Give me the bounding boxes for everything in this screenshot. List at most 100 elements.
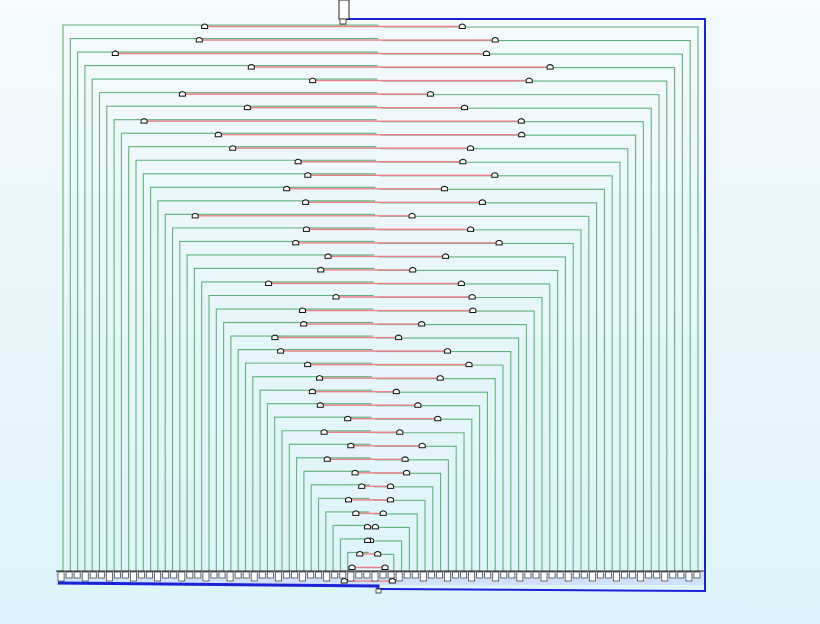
- tree-node: [140, 118, 148, 124]
- sink-pin: [621, 571, 628, 579]
- tree-node: [332, 294, 340, 300]
- branch-wire-right: [374, 445, 457, 571]
- branch-wire-left: [77, 51, 378, 571]
- sink-pin: [226, 571, 234, 582]
- sink-pin: [178, 571, 186, 582]
- branch-wire-right: [382, 39, 691, 571]
- tree-node: [191, 212, 199, 219]
- branch-wire-right: [382, 26, 699, 571]
- tree-node: [111, 50, 119, 57]
- tree-node: [468, 294, 476, 300]
- sink-pin: [57, 571, 65, 582]
- branch-wire-left: [150, 186, 376, 571]
- tree-node: [495, 239, 503, 246]
- tree-node: [214, 131, 222, 138]
- tree-node: [414, 402, 422, 408]
- sink-pin: [122, 571, 129, 579]
- tree-node: [434, 415, 442, 422]
- sink-pin: [234, 571, 242, 579]
- branch-wire-left: [259, 389, 372, 571]
- sink-pin: [444, 571, 451, 582]
- sink-pin: [548, 571, 556, 579]
- tree-node: [195, 37, 203, 43]
- tree-node: [517, 118, 525, 124]
- branch-wire-left: [98, 92, 378, 571]
- sink-pin: [645, 571, 653, 579]
- tree-node: [347, 442, 355, 449]
- branch-wire-left: [91, 78, 378, 571]
- branch-wire-left: [179, 240, 375, 571]
- sink-pin: [275, 571, 282, 582]
- tree-node: [418, 321, 426, 327]
- sink-pin: [307, 571, 314, 579]
- sink-pin: [685, 571, 693, 582]
- tree-node: [308, 388, 316, 395]
- tree-node: [364, 537, 372, 543]
- root-node: [339, 18, 347, 25]
- sink-pin: [468, 571, 475, 582]
- sink-pin: [452, 571, 459, 579]
- tree-node: [316, 375, 324, 381]
- branch-wire-left: [281, 430, 371, 571]
- branch-wire-right: [376, 337, 520, 571]
- tree-node: [371, 523, 379, 530]
- sink-pin: [97, 571, 105, 579]
- sink-pin: [395, 571, 403, 582]
- sink-pin: [371, 571, 379, 582]
- sink-pin: [258, 571, 266, 579]
- sink-pin: [170, 571, 178, 579]
- branch-wire-left: [303, 470, 371, 571]
- sink-pin: [138, 571, 145, 579]
- branch-wire-left: [142, 173, 376, 571]
- tree-node: [229, 145, 237, 151]
- tree-node: [467, 145, 475, 151]
- tree-node: [459, 158, 467, 165]
- sink-pin: [629, 571, 636, 579]
- tree-node: [304, 361, 312, 368]
- branch-wire-left: [317, 497, 370, 571]
- tree-node: [443, 348, 451, 354]
- tree-node: [426, 91, 434, 97]
- branch-wire-right: [375, 418, 473, 571]
- branch-wire-right: [380, 148, 629, 571]
- sink-pin: [347, 571, 355, 582]
- sink-pin: [283, 571, 290, 579]
- sink-pin: [89, 571, 97, 579]
- branch-wire-right: [377, 323, 527, 571]
- sink-pin: [613, 571, 620, 582]
- sink-pin: [73, 571, 81, 579]
- branch-wire-right: [376, 351, 512, 571]
- branch-wire-left: [171, 227, 375, 571]
- tree-node: [300, 321, 308, 327]
- sink-pin: [113, 571, 121, 579]
- branch-wire-left: [288, 443, 371, 571]
- tree-node: [351, 469, 359, 476]
- sink-pin: [363, 571, 371, 579]
- tree-node: [201, 23, 209, 29]
- branch-wire-left: [296, 457, 371, 571]
- tree-node: [478, 199, 486, 205]
- tree-node: [348, 564, 356, 570]
- sink-pin: [661, 571, 669, 582]
- sink-pin: [194, 571, 202, 579]
- tree-node: [271, 334, 279, 341]
- sink-pin: [492, 571, 500, 582]
- tree-node: [396, 429, 404, 435]
- sink-pin: [572, 571, 580, 579]
- tree-node: [388, 578, 396, 584]
- tree-node: [458, 23, 466, 29]
- sink-pin: [162, 571, 170, 579]
- tree-nodes: [111, 23, 554, 584]
- branch-wire-right: [380, 134, 637, 571]
- branch-wires: [62, 24, 699, 571]
- tree-node: [358, 483, 366, 489]
- branch-wire-right: [375, 432, 465, 571]
- branch-wire-right: [381, 67, 676, 571]
- tree-node: [324, 253, 332, 259]
- sink-pin: [436, 571, 443, 579]
- sink-pin: [508, 571, 516, 579]
- branch-wire-right: [379, 175, 613, 571]
- tree-node: [356, 550, 364, 557]
